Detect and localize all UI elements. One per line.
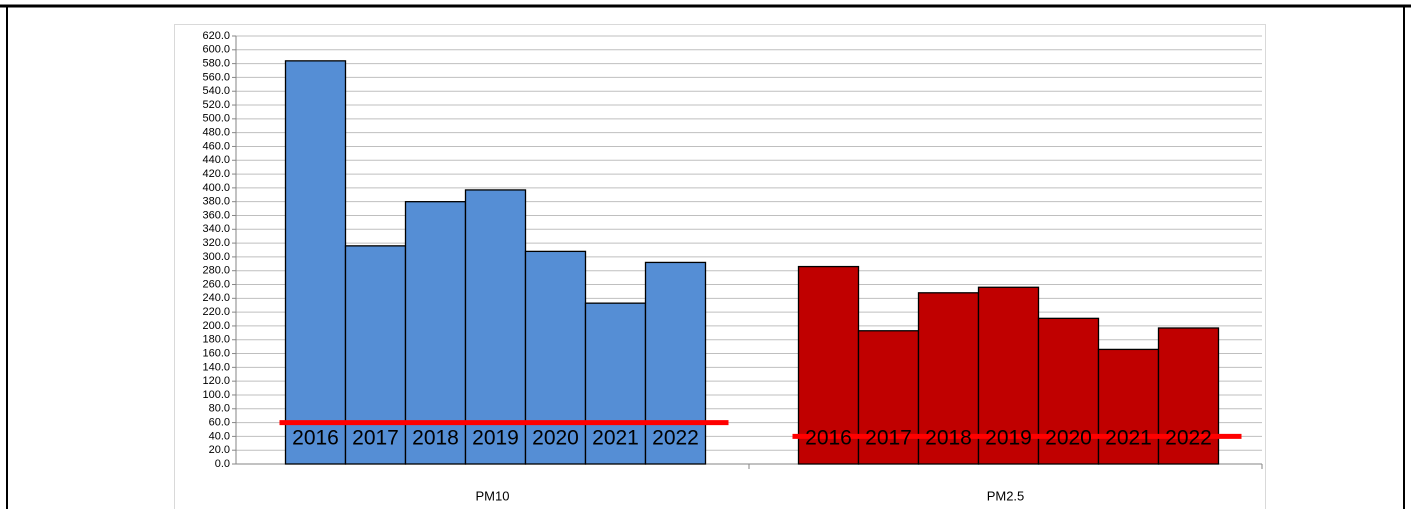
bar-year-label: 2017 (865, 427, 912, 450)
y-tick-label: 120.0 (202, 375, 230, 387)
y-tick-label: 520.0 (202, 99, 230, 111)
bar-year-label: 2021 (1105, 427, 1152, 450)
y-tick-label: 320.0 (202, 237, 230, 249)
chart-frame (174, 24, 1266, 514)
y-tick-label: 540.0 (202, 85, 230, 97)
x-tick-label: PM10 (476, 488, 510, 503)
bar (1097, 348, 1160, 465)
bar (797, 265, 860, 465)
bar-year-label: 2016 (805, 427, 852, 450)
bar (1037, 317, 1100, 465)
y-tick-label: 60.0 (209, 416, 230, 428)
y-tick-label: 0.0 (215, 458, 230, 470)
y-tick-label: 220.0 (202, 306, 230, 318)
bar-year-label: 2021 (592, 427, 639, 450)
y-tick-label: 580.0 (202, 58, 230, 70)
y-tick-label: 380.0 (202, 196, 230, 208)
y-tick-label: 20.0 (209, 444, 230, 456)
y-tick-label: 460.0 (202, 140, 230, 152)
bar-year-label: 2022 (1165, 427, 1212, 450)
y-tick-label: 620.0 (202, 30, 230, 42)
y-tick-label: 100.0 (202, 389, 230, 401)
bar-year-label: 2017 (352, 427, 399, 450)
y-tick-label: 420.0 (202, 168, 230, 180)
y-tick-label: 500.0 (202, 113, 230, 125)
y-tick-label: 600.0 (202, 44, 230, 56)
y-tick-label: 180.0 (202, 334, 230, 346)
bar (857, 330, 920, 465)
bar-year-label: 2020 (532, 427, 579, 450)
y-tick-label: 360.0 (202, 209, 230, 221)
bar-year-label: 2019 (985, 427, 1032, 450)
y-tick-label: 200.0 (202, 320, 230, 332)
bar (1157, 327, 1220, 465)
bar (284, 60, 347, 465)
bar-year-label: 2018 (925, 427, 972, 450)
y-tick-label: 480.0 (202, 127, 230, 139)
y-tick-label: 400.0 (202, 182, 230, 194)
bar-year-label: 2022 (652, 427, 699, 450)
bar-year-label: 2018 (412, 427, 459, 450)
y-tick-label: 80.0 (209, 403, 230, 415)
y-tick-label: 280.0 (202, 265, 230, 277)
bar-year-label: 2020 (1045, 427, 1092, 450)
y-tick-label: 300.0 (202, 251, 230, 263)
y-tick-label: 440.0 (202, 154, 230, 166)
bar (644, 261, 707, 465)
y-tick-label: 160.0 (202, 347, 230, 359)
x-tick-label: PM2.5 (987, 488, 1025, 503)
y-tick-label: 560.0 (202, 71, 230, 83)
bar-year-label: 2019 (472, 427, 519, 450)
y-tick-label: 260.0 (202, 278, 230, 290)
y-tick-label: 340.0 (202, 223, 230, 235)
y-tick-label: 40.0 (209, 430, 230, 442)
bar-year-label: 2016 (292, 427, 339, 450)
bar (464, 189, 527, 465)
y-tick-label: 240.0 (202, 292, 230, 304)
y-tick-label: 140.0 (202, 361, 230, 373)
